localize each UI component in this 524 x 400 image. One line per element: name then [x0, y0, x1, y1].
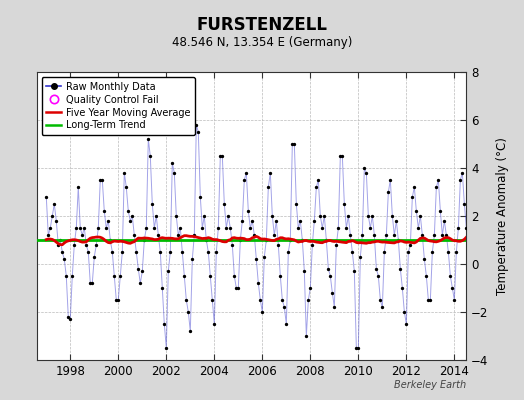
Text: Berkeley Earth: Berkeley Earth [394, 380, 466, 390]
Legend: Raw Monthly Data, Quality Control Fail, Five Year Moving Average, Long-Term Tren: Raw Monthly Data, Quality Control Fail, … [41, 77, 195, 135]
Y-axis label: Temperature Anomaly (°C): Temperature Anomaly (°C) [496, 137, 508, 295]
Text: 48.546 N, 13.354 E (Germany): 48.546 N, 13.354 E (Germany) [172, 36, 352, 49]
Text: FURSTENZELL: FURSTENZELL [196, 16, 328, 34]
